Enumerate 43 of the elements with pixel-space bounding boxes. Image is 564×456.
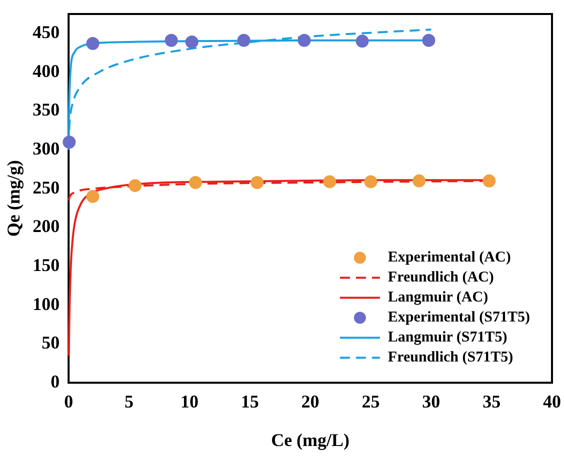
point [364, 175, 378, 188]
legend-label: Experimental (AC) [388, 250, 511, 266]
point [298, 34, 311, 47]
legend-label: Freundlich (AC) [388, 270, 494, 286]
point [185, 35, 198, 48]
point [250, 176, 264, 189]
point [188, 176, 202, 189]
y-tick-label: 300 [32, 138, 60, 159]
point [164, 34, 178, 47]
x-tick-label: 40 [543, 391, 561, 412]
point [482, 174, 496, 188]
point [237, 34, 250, 47]
y-tick-label: 150 [32, 254, 60, 275]
x-tick-label: 15 [240, 391, 259, 412]
point [412, 174, 426, 188]
point [86, 37, 100, 50]
x-tick-label: 35 [482, 391, 501, 412]
legend-label: Langmuir (S71T5) [388, 330, 508, 346]
y-tick-label: 350 [32, 100, 60, 120]
point [323, 175, 336, 188]
x-axis-title: Ce (mg/L) [271, 430, 350, 450]
y-tick-label: 400 [32, 60, 60, 81]
point [62, 136, 76, 149]
legend-label: Langmuir (AC) [388, 290, 488, 306]
y-tick-label: 50 [42, 332, 60, 353]
x-tick-label: 10 [180, 391, 198, 412]
point [128, 179, 142, 192]
y-tick-label: 100 [32, 294, 60, 314]
y-tick-label: 200 [32, 216, 60, 236]
y-axis-title: Qe (mg/g) [3, 160, 24, 237]
y-tick-label: 0 [50, 371, 60, 392]
x-tick-label: 30 [422, 391, 440, 412]
x-tick-label: 0 [64, 391, 74, 412]
legend-label: Freundlich (S71T5) [388, 350, 514, 366]
y-tick-label: 450 [32, 22, 60, 42]
x-tick-label: 5 [124, 391, 134, 412]
x-tick-label: 25 [362, 391, 380, 412]
x-tick-label: 20 [301, 391, 320, 412]
point [86, 190, 100, 203]
legend-label: Experimental (S71T5) [388, 310, 530, 326]
point [356, 34, 369, 48]
y-tick-label: 250 [32, 177, 60, 198]
point [422, 34, 436, 47]
